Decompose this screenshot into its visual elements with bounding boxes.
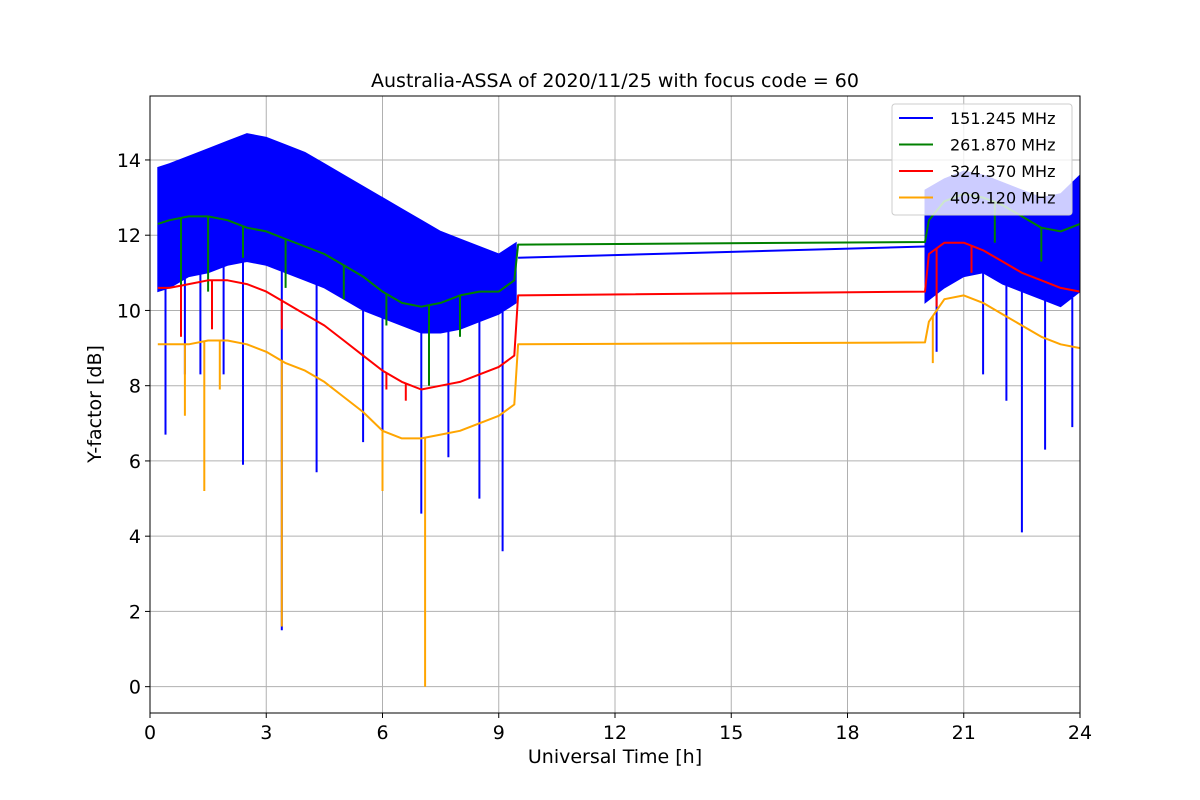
- series-line: [157, 241, 1081, 391]
- y-tick-label: 8: [129, 376, 141, 398]
- x-tick-label: 3: [260, 722, 272, 744]
- chart-title: Australia-ASSA of 2020/11/25 with focus …: [371, 70, 859, 92]
- x-tick-label: 12: [603, 722, 627, 744]
- x-axis-label: Universal Time [h]: [528, 746, 702, 768]
- legend-label: 261.870 MHz: [950, 136, 1055, 155]
- x-tick-label: 24: [1068, 722, 1092, 744]
- x-tick-label: 21: [952, 722, 976, 744]
- series-band: [157, 133, 517, 334]
- y-tick-label: 14: [117, 150, 141, 172]
- legend-box: [891, 103, 1073, 216]
- x-tick-label: 18: [835, 722, 859, 744]
- x-tick-label: 9: [493, 722, 505, 744]
- series-2: [157, 241, 1081, 401]
- series-3: [157, 294, 1081, 687]
- y-tick-label: 4: [129, 526, 141, 548]
- y-tick-label: 6: [129, 451, 141, 473]
- y-axis-label: Y-factor [dB]: [84, 345, 106, 464]
- legend-label: 409.120 MHz: [950, 189, 1055, 208]
- legend: 151.245 MHz 261.870 MHz 324.370 MHz 409.120…: [891, 103, 1073, 216]
- y-tick-label: 0: [129, 677, 141, 699]
- y-tick-label: 10: [117, 300, 141, 322]
- series-line: [157, 294, 1081, 440]
- x-tick-label: 15: [719, 722, 743, 744]
- x-tick-label: 0: [144, 722, 156, 744]
- legend-label: 324.370 MHz: [950, 162, 1055, 181]
- x-tick-label: 6: [376, 722, 388, 744]
- legend-label: 151.245 MHz: [950, 109, 1055, 128]
- series-line: [518, 245, 926, 259]
- y-tick-label: 12: [117, 225, 141, 247]
- y-tick-label: 2: [129, 601, 141, 623]
